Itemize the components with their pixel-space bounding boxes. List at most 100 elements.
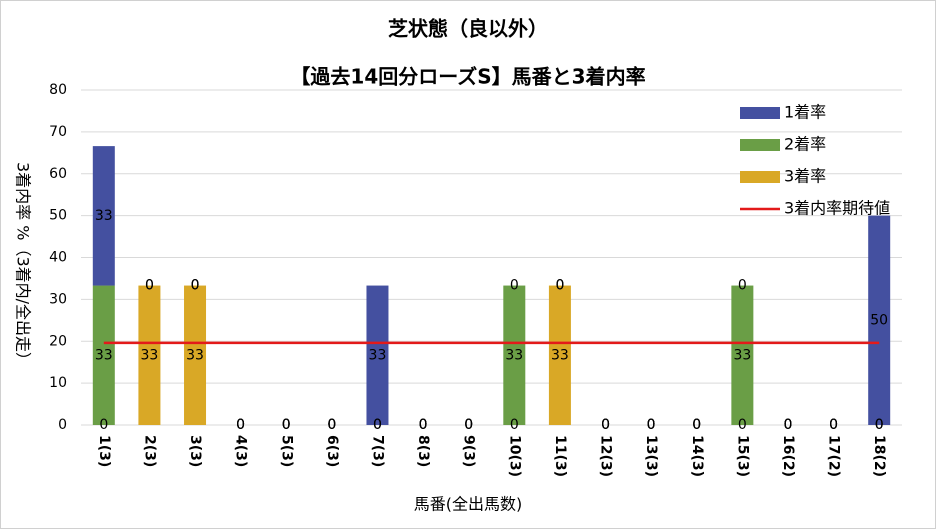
y-tick-label: 80 [49, 82, 67, 98]
y-tick-label: 20 [49, 333, 67, 349]
data-label: 0 [282, 417, 291, 433]
data-label: 0 [327, 417, 336, 433]
legend-label: 3着率 [784, 167, 826, 186]
legend-swatch [740, 139, 780, 151]
bar-segment [548, 285, 571, 425]
bar-segment [92, 285, 115, 425]
data-label: 0 [784, 417, 793, 433]
data-label: 0 [191, 278, 200, 294]
data-label: 0 [692, 417, 701, 433]
data-label: 0 [829, 417, 838, 433]
data-label: 0 [464, 417, 473, 433]
data-label: 0 [784, 417, 793, 433]
data-label: 0 [419, 417, 428, 433]
data-label: 0 [784, 417, 793, 433]
x-tick-label: 7(3) [369, 435, 385, 467]
legend-swatch [740, 171, 780, 183]
bar-segment [92, 146, 115, 286]
data-label: 0 [145, 278, 154, 294]
data-label: 0 [875, 417, 884, 433]
bar-segment [731, 285, 754, 425]
data-label: 0 [327, 417, 336, 433]
x-tick-label: 4(3) [233, 435, 249, 467]
data-label: 0 [692, 417, 701, 433]
bar-segment [868, 215, 891, 425]
data-label: 0 [373, 417, 382, 433]
x-tick-label: 10(3) [506, 435, 522, 477]
data-label: 0 [419, 417, 428, 433]
data-label: 33 [551, 347, 569, 363]
y-tick-label: 0 [58, 417, 67, 433]
data-label: 33 [95, 347, 113, 363]
x-tick-label: 18(2) [871, 435, 887, 477]
legend-label: 1着率 [784, 103, 826, 122]
data-label: 33 [733, 347, 751, 363]
bar-segment [138, 285, 161, 425]
data-label: 0 [875, 417, 884, 433]
data-label: 0 [236, 417, 245, 433]
data-label: 0 [601, 417, 610, 433]
bar-segment [366, 285, 389, 425]
x-tick-label: 5(3) [278, 435, 294, 467]
data-label: 0 [236, 417, 245, 433]
chart-title: 芝状態（良以外） [388, 17, 548, 41]
data-label: 0 [464, 417, 473, 433]
data-label: 33 [141, 347, 159, 363]
data-label: 33 [505, 347, 523, 363]
legend-label: 3着内率期待値 [784, 199, 890, 218]
x-axis-title: 馬番(全出馬数) [414, 495, 523, 514]
x-tick-label: 15(3) [734, 435, 750, 477]
data-label: 0 [555, 278, 564, 294]
chart-subtitle: 【過去14回分ローズS】馬番と3着内率 [290, 65, 645, 89]
y-tick-label: 60 [49, 166, 67, 182]
x-tick-label: 6(3) [324, 435, 340, 467]
data-label: 0 [647, 417, 656, 433]
y-tick-label: 50 [49, 208, 67, 224]
y-tick-label: 30 [49, 291, 67, 307]
data-label: 33 [186, 347, 204, 363]
data-label: 0 [419, 417, 428, 433]
data-label: 0 [738, 417, 747, 433]
data-label: 33 [369, 347, 387, 363]
y-tick-label: 40 [49, 250, 67, 266]
data-label: 0 [647, 417, 656, 433]
x-tick-label: 17(2) [826, 435, 842, 477]
data-label: 0 [829, 417, 838, 433]
legend-label: 2着率 [784, 135, 826, 154]
x-tick-label: 13(3) [643, 435, 659, 477]
x-tick-label: 3(3) [187, 435, 203, 467]
data-label: 0 [738, 278, 747, 294]
data-label: 0 [327, 417, 336, 433]
data-label: 0 [510, 417, 519, 433]
x-tick-label: 1(3) [96, 435, 112, 467]
data-label: 0 [191, 278, 200, 294]
data-label: 0 [145, 278, 154, 294]
y-tick-label: 70 [49, 124, 67, 140]
y-tick-label: 10 [49, 375, 67, 391]
x-tick-label: 9(3) [461, 435, 477, 467]
x-tick-label: 8(3) [415, 435, 431, 467]
data-label: 0 [829, 417, 838, 433]
data-label: 50 [870, 312, 888, 328]
data-label: 0 [555, 278, 564, 294]
legend-swatch [740, 107, 780, 119]
x-tick-label: 12(3) [598, 435, 614, 477]
data-label: 0 [373, 417, 382, 433]
data-label: 0 [99, 417, 108, 433]
data-label: 0 [510, 278, 519, 294]
x-tick-label: 11(3) [552, 435, 568, 477]
bar-segment [184, 285, 207, 425]
data-label: 0 [464, 417, 473, 433]
data-label: 0 [282, 417, 291, 433]
data-label: 0 [647, 417, 656, 433]
data-label: 0 [236, 417, 245, 433]
x-tick-label: 2(3) [141, 435, 157, 467]
data-label: 33 [95, 208, 113, 224]
data-label: 0 [601, 417, 610, 433]
x-tick-label: 14(3) [689, 435, 705, 477]
data-label: 0 [601, 417, 610, 433]
y-axis-title: 3着内率 %（3着内/全出走） [14, 162, 33, 368]
bar-segment [503, 285, 526, 425]
